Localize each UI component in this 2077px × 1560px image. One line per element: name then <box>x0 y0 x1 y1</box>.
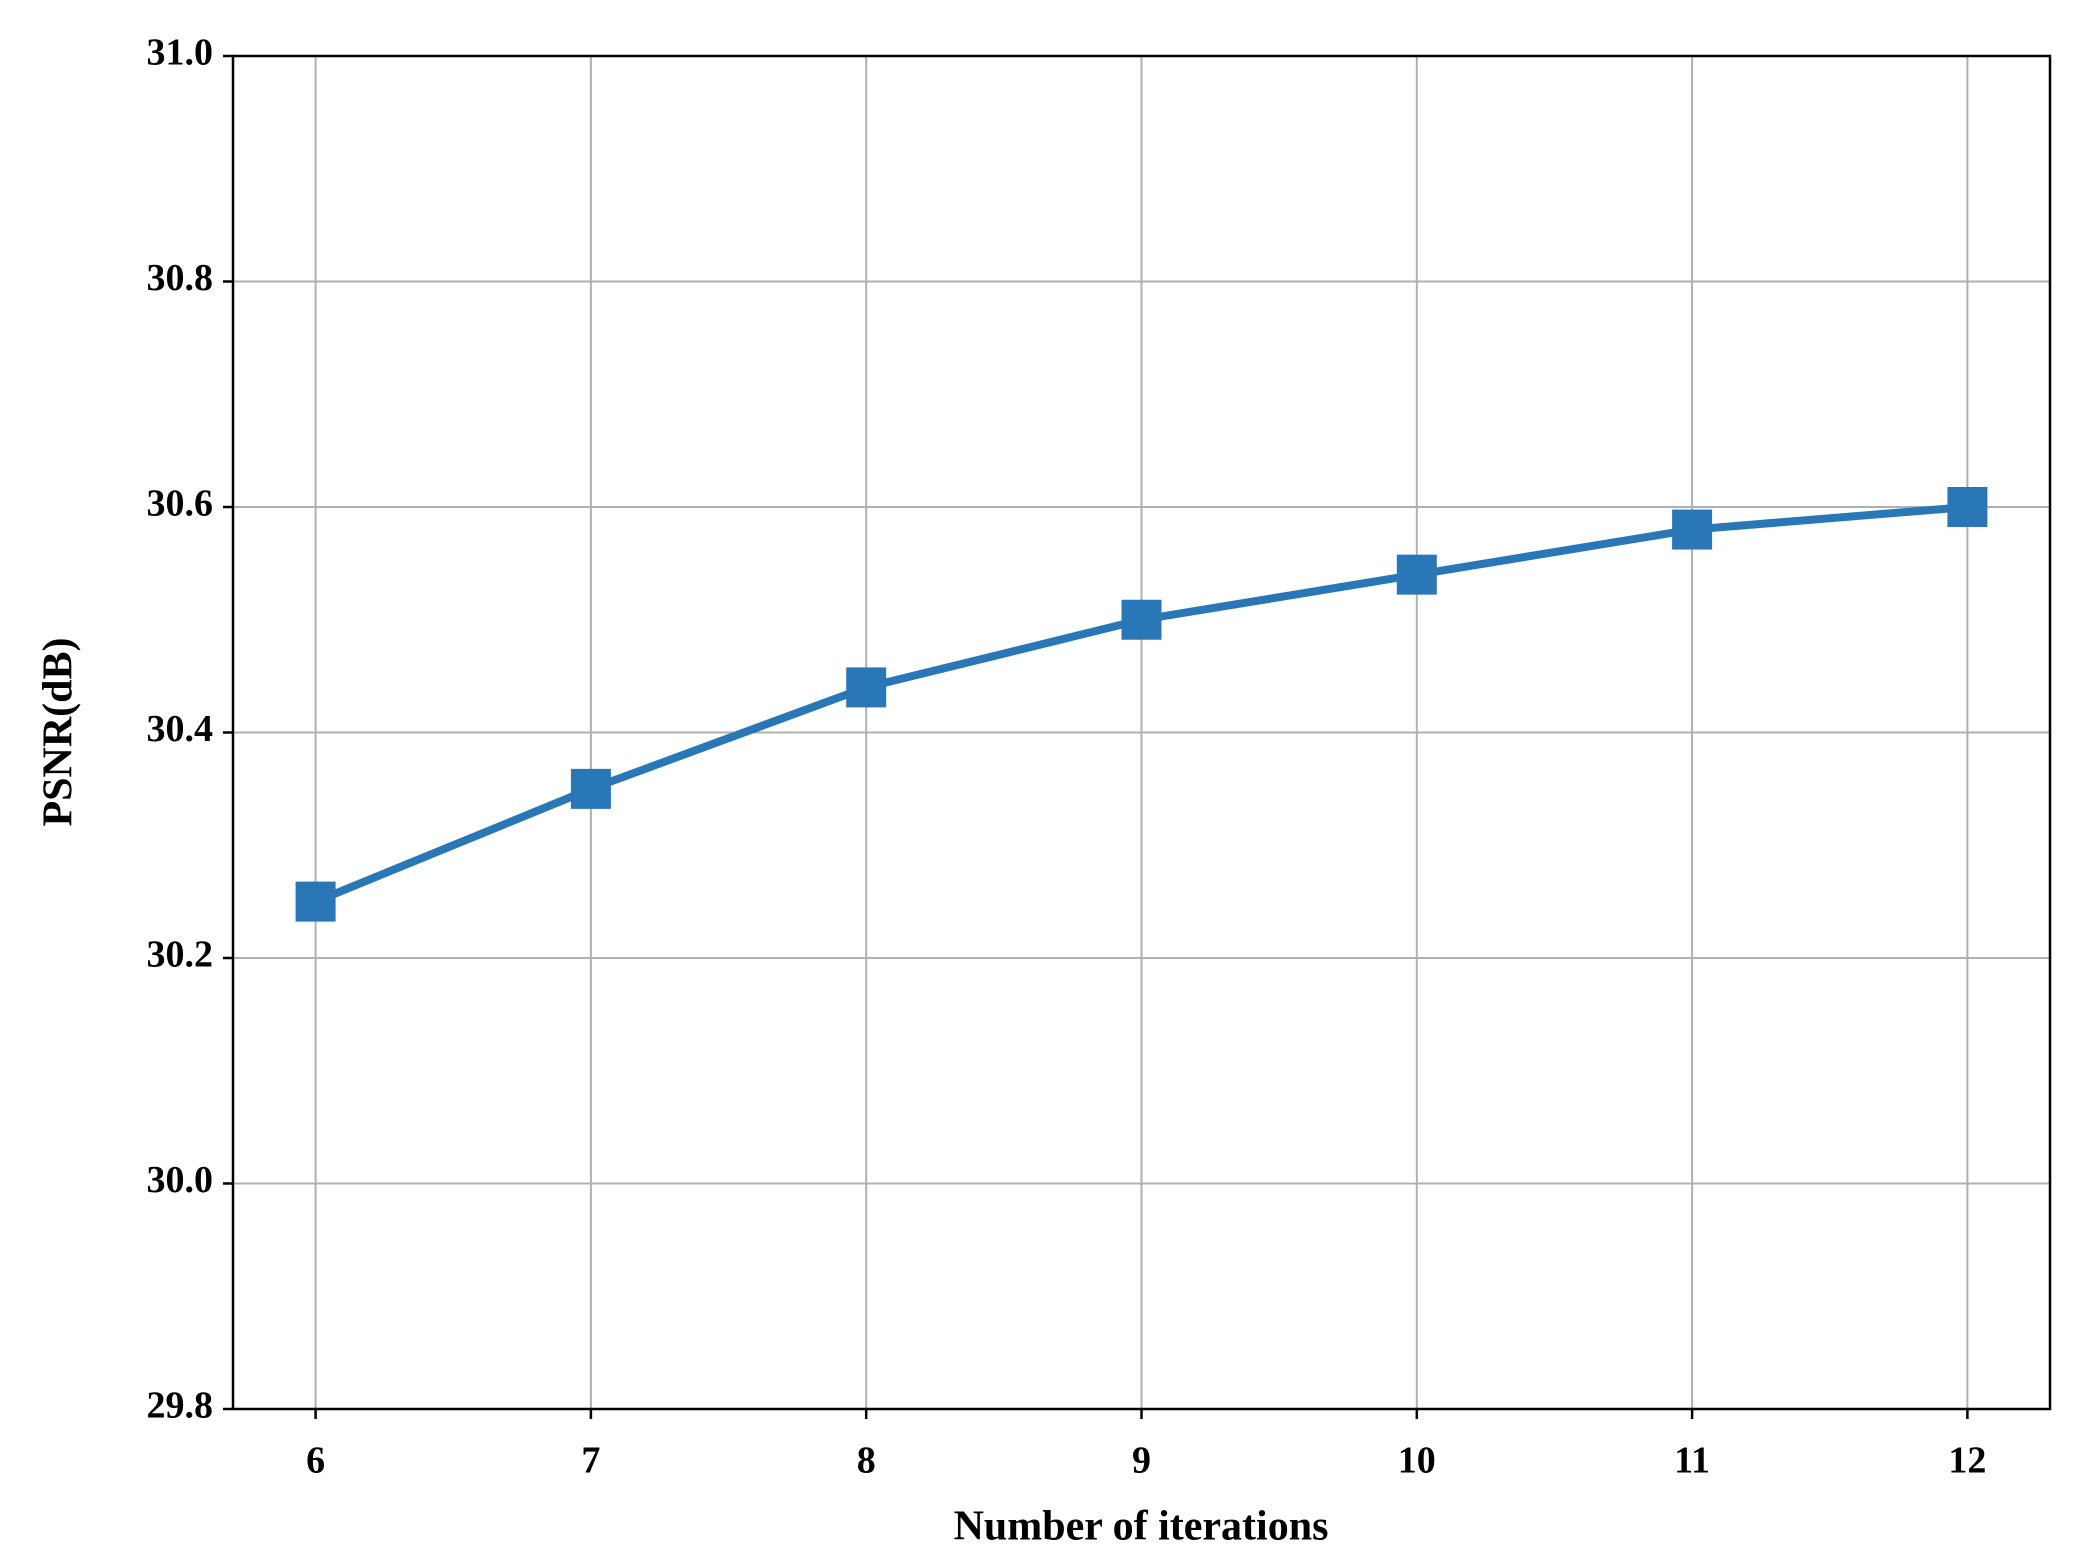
y-tick-label: 30.8 <box>147 257 214 299</box>
x-axis-title: Number of iterations <box>954 1504 1329 1550</box>
grid <box>233 55 2050 1410</box>
x-tick-label: 8 <box>857 1440 876 1482</box>
y-tick-label: 31.0 <box>147 32 214 74</box>
y-tick-label: 30.6 <box>147 483 214 525</box>
y-tick-label: 30.2 <box>147 934 214 976</box>
x-tick-label: 10 <box>1398 1440 1436 1482</box>
y-tick-label: 30.0 <box>147 1159 214 1201</box>
y-axis-title: PSNR(dB) <box>36 637 82 826</box>
data-marker <box>1947 487 1988 527</box>
data-marker <box>846 667 887 708</box>
data-marker <box>570 768 611 809</box>
x-tick-label: 6 <box>306 1440 325 1482</box>
y-tick-label: 29.8 <box>147 1385 214 1427</box>
x-tick-label: 11 <box>1674 1440 1710 1482</box>
ticks: 29.8 30.0 30.2 30.4 30.6 30.8 31.0 6 7 8 9 10 11 12 <box>147 32 1987 1482</box>
plot-area <box>295 487 1988 922</box>
x-tick-label: 12 <box>1948 1440 1986 1482</box>
data-marker <box>1672 509 1713 550</box>
data-marker <box>295 881 336 922</box>
x-tick-label: 7 <box>581 1440 600 1482</box>
data-marker <box>1396 554 1437 595</box>
data-marker <box>1121 599 1162 640</box>
y-tick-label: 30.4 <box>147 708 214 750</box>
x-tick-label: 9 <box>1132 1440 1151 1482</box>
